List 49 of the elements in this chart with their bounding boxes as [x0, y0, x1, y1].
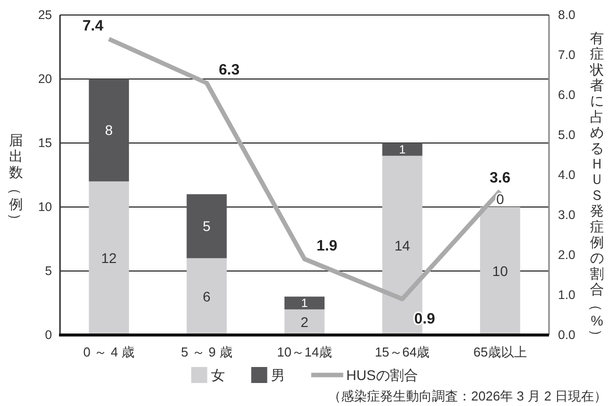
text: （感染症発生動向調査：2026年 3 月 2 日現在）	[328, 388, 607, 404]
y2-tick-label: 7.0	[558, 48, 576, 62]
data-label: 3.6	[490, 170, 511, 186]
bar	[382, 143, 422, 156]
data-label: 7.4	[82, 18, 104, 34]
data-label: 6	[202, 288, 211, 305]
y2-tick-label: 6.0	[558, 88, 576, 102]
data-label: 1	[301, 296, 308, 310]
bar	[186, 258, 227, 335]
data-label: 8	[105, 122, 113, 138]
data-label: 2	[300, 314, 309, 330]
y2-tick-label: 1.0	[558, 288, 576, 302]
x-tick-label: 10～14歳	[277, 344, 332, 360]
text: 有症状者に占めるＨＵＳ発症例の割合（%）	[588, 30, 605, 344]
data-label: 1	[398, 142, 406, 156]
y-tick-label: 0	[45, 328, 52, 342]
y2-tick-label: 5.0	[558, 128, 576, 142]
y2-tick-label: 0.0	[558, 328, 576, 342]
legend-label: 男	[271, 367, 286, 383]
bar	[284, 296, 325, 310]
y-tick-label: 25	[38, 8, 52, 22]
data-label: 0.9	[414, 310, 436, 328]
y-axis-title: 届出数（例）	[8, 132, 24, 227]
y2-tick-label: 4.0	[558, 168, 576, 182]
y-tick-label: 15	[38, 136, 52, 150]
bar	[284, 309, 325, 335]
y-tick-label: 20	[38, 72, 52, 86]
data-label: 5	[202, 218, 211, 234]
data-label: 14	[394, 237, 410, 254]
data-label: 12	[101, 250, 117, 266]
legend-label: 女	[211, 367, 226, 383]
y2-tick-label: 8.0	[558, 8, 576, 22]
data-label: 0	[496, 191, 504, 207]
data-label: 10	[492, 263, 508, 279]
y-tick-label: 10	[38, 200, 52, 214]
bar	[88, 79, 129, 182]
data-label: 6.3	[218, 62, 240, 78]
y2-tick-label: 3.0	[558, 208, 576, 222]
legend-label: HUSの割合	[346, 367, 418, 383]
x-tick-label: 5 ～ 9 歳	[181, 344, 232, 360]
x-tick-label: 0 ～ 4 歳	[83, 344, 135, 360]
bar	[186, 194, 227, 258]
x-tick-label: 15～64歳	[374, 344, 430, 360]
data-label: 1.9	[316, 238, 338, 254]
bar	[480, 207, 520, 335]
x-tick-label: 65歳以上	[473, 344, 527, 360]
bar	[88, 181, 129, 335]
y-tick-label: 5	[45, 264, 52, 278]
y2-tick-label: 2.0	[558, 248, 576, 262]
